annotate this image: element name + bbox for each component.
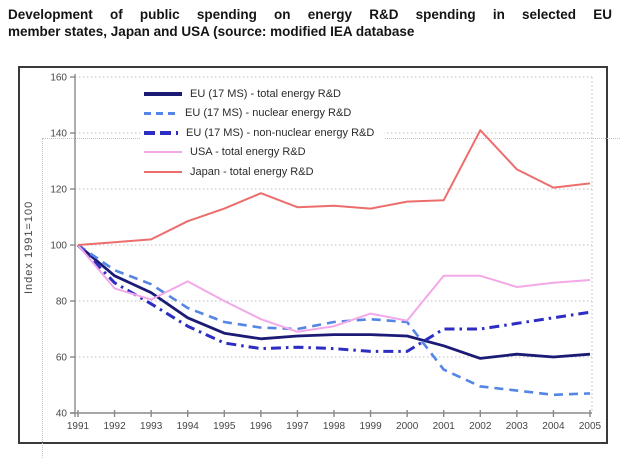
y-tick-label-100: 100: [50, 241, 67, 252]
legend-label-4: Japan - total energy R&D: [190, 165, 314, 178]
x-tick-label-1991: 1991: [67, 421, 90, 432]
y-tick-label-160: 160: [50, 73, 67, 84]
series-line-0: [77, 243, 591, 360]
series-line-2: [76, 243, 591, 353]
x-tick-label-1998: 1998: [323, 421, 346, 432]
legend-item-1: EU (17 MS) - nuclear energy R&D: [144, 104, 374, 124]
x-tick-label-1997: 1997: [286, 421, 309, 432]
x-tick-label-2003: 2003: [506, 421, 529, 432]
page-title-line1: Development of public spending on energy…: [8, 7, 612, 22]
legend-line-swatch-2: [144, 130, 178, 135]
y-tick-label-120: 120: [50, 185, 67, 196]
legend-line-swatch-3: [144, 151, 182, 154]
x-tick-label-1992: 1992: [103, 421, 126, 432]
legend-label-3: USA - total energy R&D: [190, 146, 306, 159]
series-line-1: [77, 243, 591, 397]
legend-item-2: EU (17 MS) - non-nuclear energy R&D: [144, 123, 374, 143]
y-tick-label-140: 140: [50, 129, 67, 140]
legend-item-4: Japan - total energy R&D: [144, 162, 374, 182]
legend-line-swatch-1: [144, 111, 177, 115]
legend-line-swatch-0: [144, 91, 182, 96]
legend-label-2: EU (17 MS) - non-nuclear energy R&D: [186, 126, 375, 139]
x-tick-label-1994: 1994: [177, 421, 200, 432]
legend-line-swatch-4: [144, 170, 182, 173]
x-tick-label-2002: 2002: [469, 421, 492, 432]
x-tick-label-1995: 1995: [213, 421, 236, 432]
legend-item-3: USA - total energy R&D: [144, 143, 374, 163]
legend-label-0: EU (17 MS) - total energy R&D: [190, 87, 341, 100]
y-axis-title: Index 1991=100: [23, 200, 35, 294]
x-tick-label-2005: 2005: [579, 421, 602, 432]
legend-label-1: EU (17 MS) - nuclear energy R&D: [185, 107, 352, 120]
x-tick-label-1993: 1993: [140, 421, 163, 432]
y-tick-label-80: 80: [56, 297, 68, 308]
x-tick-label-2000: 2000: [396, 421, 419, 432]
y-tick-label-60: 60: [56, 353, 68, 364]
page-title: Development of public spending on energy…: [8, 6, 612, 40]
page-title-line2: member states, Japan and USA (source: mo…: [8, 24, 415, 39]
series-line-4: [77, 129, 591, 246]
x-tick-label-1996: 1996: [250, 421, 273, 432]
chart-legend: EU (17 MS) - total energy R&D EU (17 MS) …: [140, 83, 385, 183]
x-tick-label-2001: 2001: [433, 421, 456, 432]
x-tick-label-1999: 1999: [359, 421, 382, 432]
x-tick-label-2004: 2004: [542, 421, 565, 432]
legend-item-0: EU (17 MS) - total energy R&D: [144, 84, 374, 104]
series-line-3: [77, 244, 591, 333]
y-tick-label-40: 40: [56, 409, 68, 420]
